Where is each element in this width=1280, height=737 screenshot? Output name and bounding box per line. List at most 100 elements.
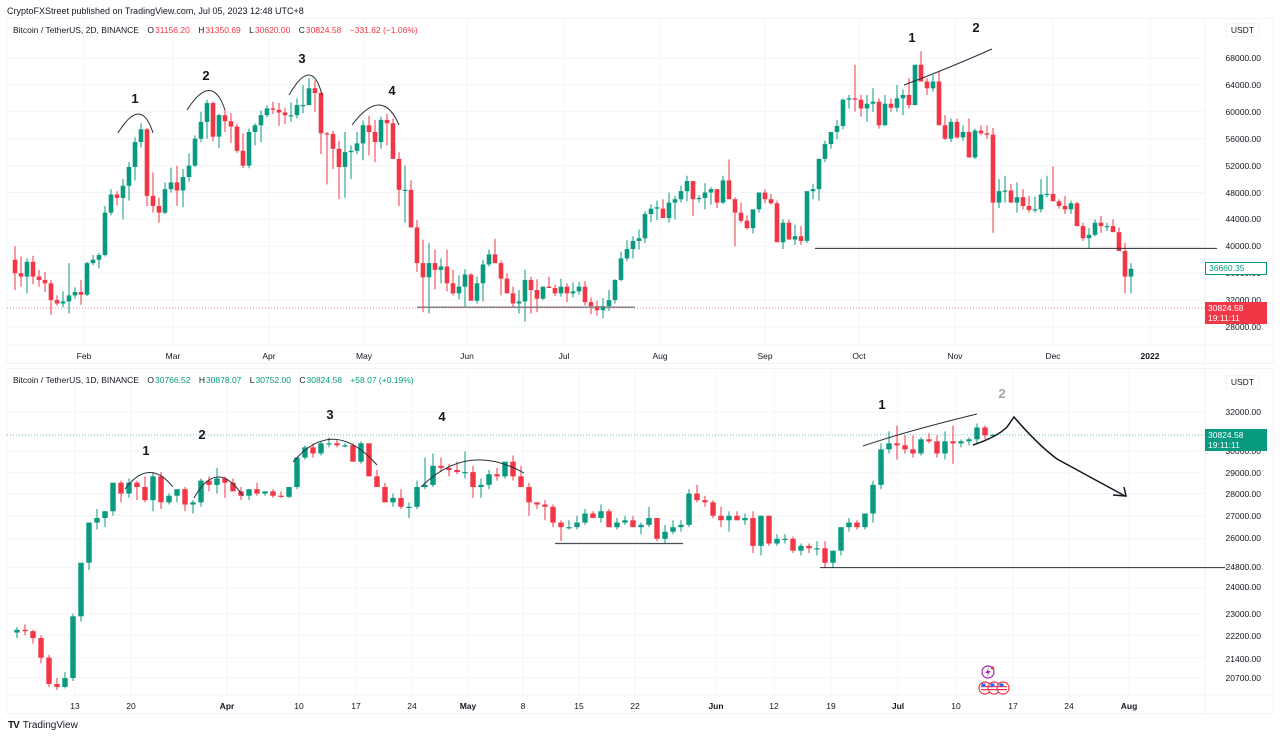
time-tick-label: 12 xyxy=(769,701,779,711)
change-value: −331.62 (−1.06%) xyxy=(349,25,418,35)
candle xyxy=(180,168,186,208)
candle xyxy=(498,260,504,296)
candle xyxy=(478,478,484,498)
time-tick-label: 10 xyxy=(294,701,304,711)
candle xyxy=(1110,219,1116,233)
price-tick-label: 44000.00 xyxy=(1225,214,1261,225)
candle xyxy=(894,84,900,112)
economic-events-markers[interactable] xyxy=(978,664,1018,705)
candle xyxy=(780,219,786,249)
candle xyxy=(570,282,576,298)
footer-brand[interactable]: TV TradingView xyxy=(8,720,78,731)
candle xyxy=(126,478,132,498)
price-tick-label: 30000.00 xyxy=(1225,446,1261,456)
candle xyxy=(214,467,220,494)
time-tick-label: Mar xyxy=(165,351,181,361)
candle xyxy=(430,453,436,488)
candle xyxy=(978,125,984,136)
time-tick-label: May xyxy=(459,701,477,711)
candle xyxy=(30,255,36,284)
top-arc xyxy=(351,104,400,126)
candle xyxy=(790,536,796,554)
candle xyxy=(660,199,666,219)
chart-pane-1d[interactable]: Bitcoin / TetherUS, 1D, BINANCE O30766.5… xyxy=(6,368,1275,715)
price-tick-label: 56000.00 xyxy=(1225,133,1261,144)
wave-label: 2 xyxy=(972,20,980,35)
candle xyxy=(408,180,414,228)
top-arc xyxy=(420,459,525,488)
candle xyxy=(910,435,916,458)
candle xyxy=(334,439,340,448)
candle xyxy=(72,287,78,299)
currency-unit-label[interactable]: USDT xyxy=(1225,23,1259,37)
candle xyxy=(396,152,402,206)
candle xyxy=(182,487,188,512)
candle xyxy=(120,179,126,220)
candlestick-chart-1d[interactable] xyxy=(7,369,1275,715)
candle xyxy=(960,125,966,141)
candle xyxy=(342,131,348,198)
candle xyxy=(406,502,412,519)
time-tick-label: 17 xyxy=(351,701,361,711)
candle xyxy=(762,189,768,204)
time-tick-label: 19 xyxy=(826,701,836,711)
price-tick-label: 28000.00 xyxy=(1225,322,1261,332)
candle xyxy=(886,431,892,454)
close-value: 30824.58 xyxy=(306,375,342,385)
candle xyxy=(600,298,606,319)
wave-label: 4 xyxy=(438,409,446,424)
candle xyxy=(1044,175,1050,198)
candle xyxy=(156,197,162,223)
candle xyxy=(206,476,212,492)
candle xyxy=(624,240,630,262)
candle xyxy=(382,482,388,503)
candle xyxy=(78,562,84,622)
candle xyxy=(470,465,476,498)
candle xyxy=(360,120,366,161)
candle xyxy=(62,672,68,689)
price-tick-label: 52000.00 xyxy=(1225,160,1261,171)
tradingview-logo-icon: TV xyxy=(8,720,20,731)
candle xyxy=(774,200,780,243)
chart-pane-2d[interactable]: Bitcoin / TetherUS, 2D, BINANCE O31156.2… xyxy=(6,18,1275,365)
price-tick-label: 48000.00 xyxy=(1225,187,1261,198)
price-tick-label: 28000.00 xyxy=(1225,489,1261,499)
candle xyxy=(1038,179,1044,213)
time-tick-label: 2022 xyxy=(1140,351,1160,361)
time-tick-label: Jun xyxy=(708,701,724,711)
candle xyxy=(926,433,932,444)
symbol-name[interactable]: Bitcoin / TetherUS, 2D, BINANCE xyxy=(13,25,139,35)
candle xyxy=(864,94,870,122)
candle xyxy=(414,220,420,272)
candle xyxy=(222,109,228,132)
candle xyxy=(816,158,822,201)
candle xyxy=(246,128,252,169)
candle xyxy=(912,64,918,106)
symbol-name[interactable]: Bitcoin / TetherUS, 1D, BINANCE xyxy=(13,375,139,385)
candle xyxy=(672,195,678,220)
time-tick-label: Jun xyxy=(460,351,474,361)
top-arc xyxy=(124,472,174,490)
candle xyxy=(750,209,756,234)
time-tick-label: 22 xyxy=(630,701,640,711)
candle xyxy=(198,111,204,143)
candle xyxy=(834,119,840,140)
candle xyxy=(1116,227,1122,252)
candle xyxy=(288,102,294,122)
time-tick-label: 13 xyxy=(70,701,80,711)
candle xyxy=(162,182,168,215)
candle xyxy=(350,443,356,462)
candle xyxy=(888,98,894,112)
candle xyxy=(966,437,972,446)
candle xyxy=(462,269,468,307)
candle xyxy=(486,470,492,490)
candle xyxy=(984,125,990,139)
candle xyxy=(714,189,720,208)
candle xyxy=(174,165,180,206)
candle xyxy=(204,99,210,139)
lightning-event-icon xyxy=(981,665,995,679)
candle xyxy=(552,284,558,297)
candlestick-chart-2d[interactable] xyxy=(7,19,1275,365)
time-tick-label: Sep xyxy=(757,351,773,361)
currency-unit-label[interactable]: USDT xyxy=(1225,375,1259,389)
